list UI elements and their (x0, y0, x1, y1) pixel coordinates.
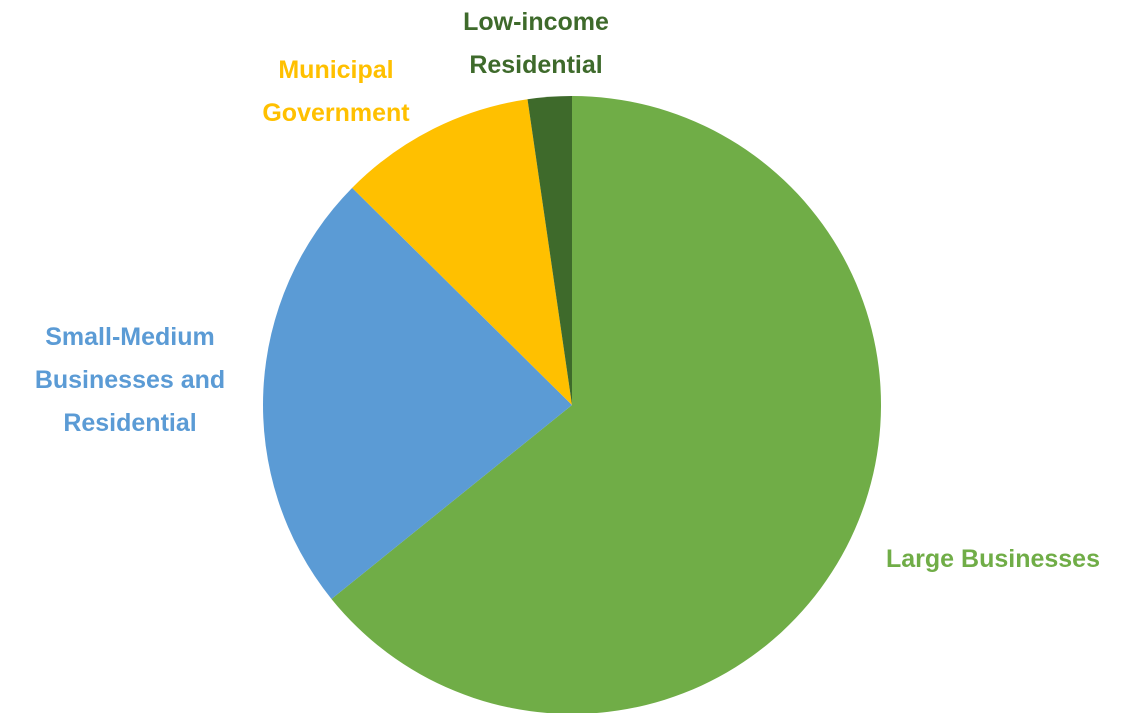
pie-slice-municipal-government (352, 99, 572, 405)
pie-label-large-businesses: Large Businesses (886, 545, 1100, 573)
pie-label-municipal-government: Municipal Government (262, 56, 410, 127)
pie-label-line: Small-Medium (45, 323, 214, 351)
pie-slice-large-businesses (331, 96, 881, 713)
pie-labels: Large Businesses Small-Medium Businesses a… (35, 8, 1100, 573)
pie-slices (263, 96, 881, 713)
pie-label-line: Residential (469, 51, 602, 79)
pie-label-small-medium-businesses-and-residential: Small-Medium Businesses and Residential (35, 323, 225, 437)
pie-slice-low-income-residential (527, 96, 572, 405)
pie-label-line: Large Businesses (886, 545, 1100, 573)
pie-label-low-income-residential: Low-income Residential (463, 8, 609, 79)
pie-label-line: Residential (63, 409, 196, 437)
pie-label-line: Low-income (463, 8, 609, 36)
pie-label-line: Government (262, 99, 410, 127)
pie-label-line: Businesses and (35, 366, 225, 394)
pie-slice-small-medium-businesses-and-residential (263, 187, 572, 599)
pie-label-line: Municipal (278, 56, 393, 84)
